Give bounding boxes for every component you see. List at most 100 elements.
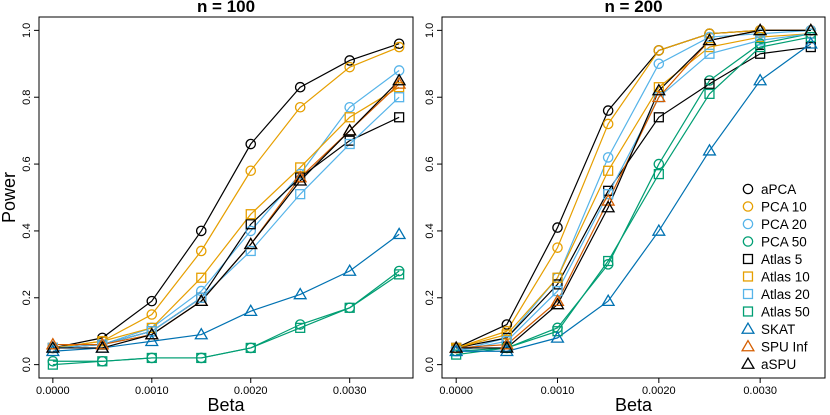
data-point-spu-inf [601,193,616,206]
data-point-atlas-50 [344,302,355,313]
series-line-skat [52,233,400,352]
data-point-atlas-20 [755,35,766,46]
data-point-aspu [392,73,407,86]
data-point-atlas-5 [805,41,816,53]
legend-label: PCA 10 [761,200,807,215]
legend-label: PCA 50 [761,235,807,250]
x-tick-label: 0.0010 [541,385,575,397]
data-point-pca-20 [653,58,665,70]
data-point-atlas-20 [295,189,306,200]
series-line-skat [456,43,812,352]
data-point-atlas-20 [603,189,614,200]
series-line-atlas-10 [456,33,811,349]
data-point-apca [146,295,158,307]
series-line-pca-20 [456,29,811,352]
legend-label: PCA 20 [761,217,807,232]
data-point-atlas-50 [805,31,816,43]
data-point-atlas-5 [552,279,563,290]
x-tick-label: 0.0010 [135,385,169,397]
data-point-aspu [601,200,616,213]
legend-marker [742,306,754,317]
data-point-pca-50 [653,158,665,170]
y-tick-label: 1.0 [21,23,33,38]
legend-marker [740,356,756,369]
data-point-atlas-10 [196,272,207,283]
data-point-aspu [550,297,565,310]
data-point-apca [245,138,257,150]
series-line-spu-inf [52,83,400,346]
data-point-atlas-20 [394,92,405,103]
panel-title: n = 200 [604,0,662,16]
data-point-apca [501,319,513,330]
x-tick-label: 0.0030 [743,385,777,397]
x-tick-label: 0.0020 [642,385,676,397]
legend-label: SKAT [761,322,795,337]
data-point-aspu [651,83,666,96]
data-point-pca-20 [704,31,715,43]
data-point-pca-10 [294,101,306,113]
data-point-atlas-20 [344,138,355,150]
data-point-spu-inf [95,337,110,350]
y-tick-label: 0.4 [21,223,33,238]
data-point-atlas-20 [245,245,256,257]
data-point-atlas-50 [196,352,207,364]
data-point-atlas-50 [755,41,766,53]
x-axis-label: Beta [615,395,653,415]
data-point-aspu [753,23,768,36]
series-line-atlas-5 [456,46,811,349]
data-point-pca-10 [146,309,158,320]
data-point-spu-inf [550,293,565,307]
legend-label: Atlas 10 [761,270,810,285]
y-tick-label: 0.6 [21,156,33,171]
data-point-atlas-5 [245,219,256,230]
legend-label: Atlas 20 [761,287,810,302]
legend-label: SPU Inf [761,340,808,355]
data-point-skat [651,223,666,236]
data-point-skat [293,287,308,300]
data-point-spu-inf [651,90,666,103]
data-point-atlas-5 [394,112,405,123]
data-point-atlas-5 [704,78,715,89]
legend-label: aSPU [761,357,796,372]
y-tick-label: 1.0 [424,23,436,38]
data-point-apca [294,81,306,93]
panel-1: n = 100 0.0000 0.0010 0.0020 0.0030 0.0 0.2 0.4… [0,0,414,415]
data-point-skat [45,344,60,357]
data-point-atlas-50 [146,352,157,364]
data-point-apca [552,222,563,233]
panel-2: n = 200 0.0000 0.0010 0.0020 0.0030 0.0 0.2 0.4… [424,0,826,415]
series-line-atlas-10 [52,86,400,349]
y-tick-label: 0.8 [21,90,33,105]
data-point-atlas-20 [196,292,207,303]
y-tick-label: 0.8 [424,90,436,105]
data-point-spu-inf [392,76,407,89]
data-point-aspu [449,340,464,353]
data-point-aspu [95,340,110,353]
data-point-apca [602,105,614,116]
x-tick-label: 0.0020 [234,385,268,397]
data-point-apca [195,225,207,237]
data-point-skat [342,263,357,276]
data-point-atlas-10 [603,165,614,176]
x-tick-label: 0.0000 [36,385,70,397]
data-point-pca-10 [393,41,405,53]
legend: aPCA PCA 10 PCA 20 PCA 50 Atlas 5 Atlas 10 Atl… [740,182,810,372]
data-point-atlas-50 [47,359,58,370]
data-point-spu-inf [499,337,514,350]
legend-marker [740,321,756,334]
data-point-spu-inf [45,337,60,350]
data-point-apca [393,38,405,50]
legend-label: aPCA [761,182,796,197]
data-point-aspu [194,293,209,307]
y-tick-label: 0.0 [21,357,33,372]
data-point-skat [702,143,717,156]
plot-frame [38,16,414,379]
data-point-atlas-10 [245,209,256,220]
data-point-spu-inf [293,170,308,183]
legend-marker [742,183,754,195]
series-line-aspu [456,29,811,349]
data-point-atlas-50 [245,342,256,354]
x-tick-label: 0.0000 [439,385,473,397]
data-point-skat [803,36,818,49]
